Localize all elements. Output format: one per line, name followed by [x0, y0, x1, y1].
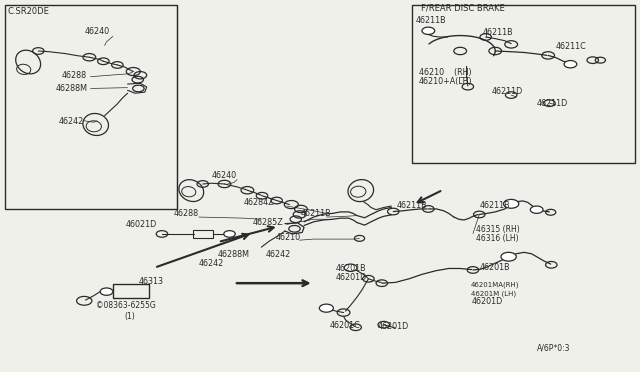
Circle shape	[504, 199, 519, 208]
Circle shape	[344, 264, 357, 272]
Text: C.SR20DE: C.SR20DE	[8, 7, 50, 16]
Text: 46211B: 46211B	[479, 201, 510, 210]
Text: 46313: 46313	[138, 277, 163, 286]
Bar	[412, 5, 636, 163]
Text: 46240: 46240	[212, 171, 237, 180]
Text: 46288: 46288	[62, 71, 87, 80]
Circle shape	[501, 252, 516, 261]
Text: 46242: 46242	[199, 259, 224, 268]
Text: 46242: 46242	[59, 117, 84, 126]
Text: 46211D: 46211D	[492, 87, 524, 96]
Text: 46201D: 46201D	[378, 322, 408, 331]
Text: 46242: 46242	[266, 250, 291, 259]
Text: 46201M (LH): 46201M (LH)	[471, 291, 516, 297]
Text: 46285Z: 46285Z	[253, 218, 284, 227]
Text: 46210    (RH): 46210 (RH)	[419, 68, 472, 77]
Text: 46201D: 46201D	[472, 297, 503, 306]
Text: 46201B: 46201B	[336, 264, 367, 273]
Circle shape	[564, 61, 577, 68]
Bar	[113, 283, 149, 298]
Bar	[4, 5, 177, 209]
Text: 46284Z: 46284Z	[244, 198, 274, 207]
Circle shape	[531, 206, 543, 214]
Text: 46288: 46288	[173, 209, 198, 218]
Text: ©08363-6255G: ©08363-6255G	[96, 301, 156, 310]
Text: 46211D: 46211D	[537, 99, 568, 108]
Text: 46201C: 46201C	[330, 321, 360, 330]
Circle shape	[319, 304, 333, 312]
Text: 46288M: 46288M	[218, 250, 250, 259]
Text: 46211B: 46211B	[396, 201, 427, 210]
Text: 46211B: 46211B	[483, 28, 513, 37]
Text: 46315 (RH): 46315 (RH)	[476, 225, 520, 234]
Text: 46201D: 46201D	[336, 273, 367, 282]
Text: 46211C: 46211C	[556, 42, 586, 51]
Text: 46201B: 46201B	[479, 263, 510, 272]
Text: F/REAR DISC BRAKE: F/REAR DISC BRAKE	[420, 3, 504, 12]
Circle shape	[224, 231, 236, 237]
Text: 46316 (LH): 46316 (LH)	[476, 234, 519, 243]
Text: 46021D: 46021D	[125, 220, 157, 229]
Text: 46211B: 46211B	[415, 16, 446, 25]
Text: 46201MA(RH): 46201MA(RH)	[471, 282, 520, 288]
Text: 46210+A(LH): 46210+A(LH)	[419, 77, 472, 86]
Text: (1): (1)	[124, 312, 135, 321]
Circle shape	[100, 288, 113, 295]
Text: 46210: 46210	[275, 233, 301, 242]
Text: A/6P*0:3: A/6P*0:3	[537, 344, 570, 353]
Text: 46211B: 46211B	[301, 209, 332, 218]
Text: 46288M: 46288M	[56, 84, 88, 93]
Circle shape	[422, 27, 435, 35]
Text: 46240: 46240	[84, 27, 109, 36]
